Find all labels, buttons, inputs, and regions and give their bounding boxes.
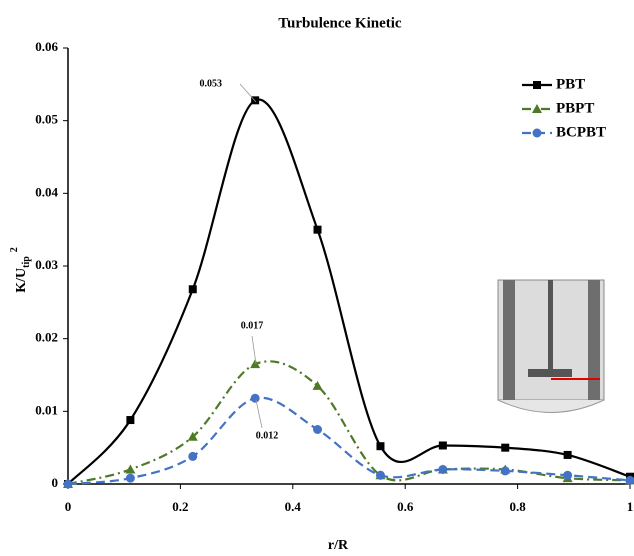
marker: [500, 466, 510, 476]
inset-diagram: [497, 279, 605, 413]
impeller: [528, 369, 572, 377]
y-tick-label: 0.06: [35, 39, 58, 54]
baffle: [588, 280, 600, 400]
marker: [125, 464, 136, 474]
annotation-leader: [251, 335, 257, 365]
marker: [563, 470, 573, 480]
marker: [187, 431, 198, 441]
legend-label: PBT: [556, 76, 585, 92]
marker: [313, 225, 322, 234]
marker: [63, 479, 73, 489]
marker: [533, 81, 541, 89]
marker: [532, 104, 542, 113]
x-tick-label: 0: [65, 499, 72, 514]
marker: [438, 464, 448, 474]
marker: [188, 451, 198, 461]
baffle: [503, 280, 515, 400]
marker: [501, 443, 510, 452]
marker: [250, 393, 260, 403]
x-tick-label: 0.8: [509, 499, 526, 514]
x-tick-label: 0.2: [172, 499, 188, 514]
marker: [250, 359, 261, 369]
shaft: [548, 280, 553, 372]
marker: [375, 470, 385, 480]
x-tick-label: 1: [627, 499, 634, 514]
annotation: 0.053: [200, 78, 223, 89]
marker: [313, 425, 323, 434]
y-label-base: K/U: [14, 268, 29, 293]
y-tick-label: 0: [52, 475, 59, 490]
y-label-sup: 2: [9, 247, 20, 252]
annotation: 0.012: [256, 430, 279, 441]
series-line: [67, 396, 631, 486]
marker: [126, 416, 135, 425]
y-label-sub: tip: [21, 256, 32, 268]
annotation: 0.017: [241, 320, 264, 331]
marker: [312, 380, 323, 390]
legend-label: BCPBT: [556, 124, 606, 140]
legend-label: PBPT: [556, 100, 594, 116]
y-tick-label: 0.05: [35, 112, 58, 127]
y-axis-label: K/Utip2: [9, 247, 32, 293]
marker: [125, 473, 135, 483]
y-tick-label: 0.01: [35, 402, 58, 417]
marker: [376, 442, 385, 451]
y-tick-label: 0.04: [35, 184, 58, 199]
annotation-leader: [255, 399, 263, 429]
marker: [625, 475, 634, 485]
marker: [251, 96, 260, 105]
marker: [188, 285, 197, 294]
marker: [438, 441, 447, 450]
marker: [563, 450, 572, 459]
x-tick-label: 0.6: [397, 499, 414, 514]
x-tick-label: 0.4: [285, 499, 302, 514]
tank-bottom: [497, 399, 605, 413]
marker: [532, 128, 542, 138]
annotation-leader: [239, 83, 257, 103]
x-axis-label: r/R: [328, 538, 349, 553]
chart-title: Turbulence Kinetic: [278, 15, 402, 31]
y-tick-label: 0.03: [35, 257, 58, 272]
y-tick-label: 0.02: [35, 330, 58, 345]
